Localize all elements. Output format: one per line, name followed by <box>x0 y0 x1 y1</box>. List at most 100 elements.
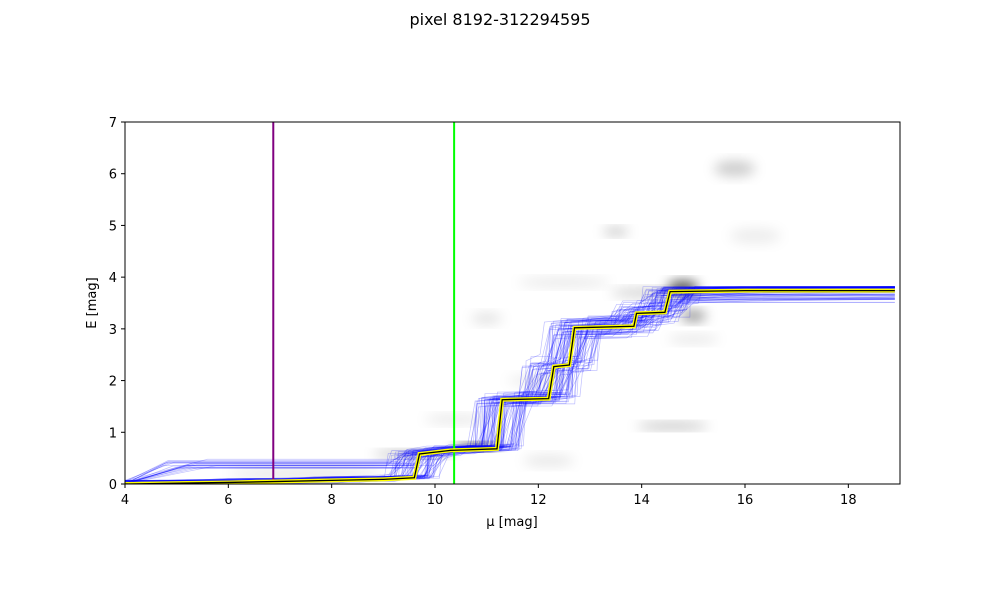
sample-line <box>125 299 895 484</box>
sample-line <box>125 290 895 484</box>
y-tick-label: 7 <box>109 116 117 131</box>
x-tick-label: 12 <box>530 493 547 508</box>
sample-line <box>125 286 895 483</box>
density-blob <box>424 415 487 424</box>
x-tick-label: 14 <box>633 493 650 508</box>
sample-line <box>125 290 895 484</box>
sample-line <box>125 288 895 484</box>
density-blob <box>517 278 611 287</box>
x-tick-label: 10 <box>427 493 444 508</box>
y-tick-label: 3 <box>109 323 117 338</box>
sample-line <box>125 294 895 483</box>
sample-line <box>125 287 895 481</box>
sample-line <box>125 287 895 484</box>
chart-title: pixel 8192-312294595 <box>409 10 591 29</box>
sample-line <box>125 295 895 482</box>
plot-frame <box>124 121 901 485</box>
y-tick-label: 2 <box>109 375 117 390</box>
best-fit-layer <box>125 288 895 484</box>
density-blob <box>471 313 503 324</box>
sample-line <box>125 291 895 483</box>
density-blob <box>636 422 709 430</box>
x-axis-ticks: 4 6 8 10 12 14 16 18 <box>121 484 857 508</box>
sample-line <box>125 286 895 484</box>
sample-line <box>125 298 895 484</box>
sample-line <box>125 287 895 484</box>
density-blob <box>522 455 575 466</box>
sample-line <box>125 286 895 484</box>
sample-line <box>125 286 895 484</box>
y-axis-ticks: 0 1 2 3 4 5 6 7 <box>109 116 125 493</box>
sample-line <box>125 291 895 484</box>
sample-line <box>125 297 895 483</box>
sample-line <box>125 287 895 484</box>
sample-line <box>125 286 895 484</box>
y-axis-label: E [mag] <box>85 277 100 328</box>
x-tick-label: 18 <box>840 493 857 508</box>
x-tick-label: 6 <box>224 493 232 508</box>
sample-line <box>125 291 895 484</box>
sample-line <box>125 292 895 484</box>
sample-line <box>125 287 895 483</box>
density-blob <box>680 310 707 322</box>
x-tick-label: 4 <box>121 493 129 508</box>
sample-line <box>125 287 895 484</box>
sample-line <box>125 293 895 482</box>
density-blob <box>667 335 720 344</box>
sample-line <box>125 293 895 484</box>
sample-line <box>125 286 895 484</box>
sample-line <box>125 287 895 482</box>
density-blob <box>610 288 683 297</box>
y-tick-label: 4 <box>109 271 117 286</box>
sample-line <box>125 286 895 484</box>
sample-line <box>125 287 895 484</box>
sample-line <box>125 287 895 484</box>
vertical-markers <box>272 122 456 484</box>
sample-line <box>125 293 895 484</box>
sample-line <box>125 292 895 484</box>
y-tick-label: 1 <box>109 426 117 441</box>
sample-line <box>125 286 895 483</box>
sample-line <box>125 287 895 484</box>
sample-line <box>125 287 895 484</box>
sample-line <box>125 298 895 484</box>
sample-line <box>125 289 895 484</box>
sample-line <box>125 288 895 481</box>
sample-line <box>125 299 895 483</box>
sample-line <box>125 297 895 482</box>
sample-line <box>125 286 895 484</box>
sample-line <box>125 302 895 484</box>
sample-line <box>125 286 895 482</box>
density-blob <box>228 468 384 479</box>
sample-line <box>125 288 895 481</box>
x-tick-label: 16 <box>737 493 754 508</box>
sample-line <box>125 293 895 484</box>
sample-line <box>125 286 895 482</box>
density-background <box>228 160 782 479</box>
x-tick-label: 8 <box>328 493 336 508</box>
sample-line <box>125 301 895 483</box>
sample-line <box>125 291 895 484</box>
sample-curves <box>125 286 895 484</box>
sample-line <box>125 298 895 484</box>
sample-line <box>125 286 895 483</box>
sample-line <box>125 288 895 481</box>
sample-line <box>125 286 895 484</box>
sample-line <box>125 286 895 483</box>
sample-line <box>125 298 895 484</box>
density-blob <box>602 228 629 236</box>
sample-line <box>125 286 895 482</box>
sample-line <box>125 290 895 484</box>
sample-line <box>125 287 895 484</box>
sample-line <box>125 290 895 484</box>
sample-line <box>125 289 895 484</box>
sample-line <box>125 286 895 482</box>
x-axis-label: μ [mag] <box>486 515 537 530</box>
sample-line <box>125 287 895 484</box>
y-tick-label: 6 <box>109 168 117 183</box>
sample-line <box>125 287 895 484</box>
sample-line <box>125 289 895 483</box>
sample-line <box>125 286 895 481</box>
sample-line <box>125 290 895 484</box>
